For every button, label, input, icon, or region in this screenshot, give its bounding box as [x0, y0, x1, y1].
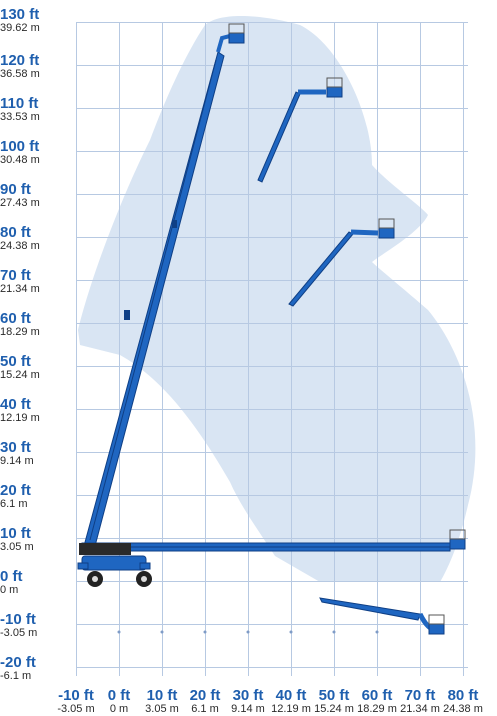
y-label-30ft: 30 ft 9.14 m	[0, 440, 72, 467]
y-label-m: 18.29 m	[0, 326, 40, 338]
x-label-ft: 40 ft	[275, 687, 307, 704]
y-label-ft: 130 ft	[0, 6, 40, 23]
y-label-m: 30.48 m	[0, 154, 40, 166]
y-label-110ft: 110 ft 33.53 m	[0, 96, 72, 123]
y-label-m: 39.62 m	[0, 22, 40, 34]
x-label-ft: 60 ft	[361, 687, 393, 704]
x-label-80ft: 80 ft 24.38 m	[438, 688, 488, 716]
y-label-ft: 120 ft	[0, 52, 40, 69]
x-label-m: 9.14 m	[231, 703, 265, 715]
x-label-ft: 10 ft	[146, 687, 178, 704]
y-label-40ft: 40 ft 12.19 m	[0, 397, 72, 424]
y-label-ft: 0 ft	[0, 568, 23, 585]
platform-basket-top	[228, 23, 245, 44]
y-label-ft: 40 ft	[0, 396, 31, 413]
platform-basket-outreach	[449, 529, 466, 550]
y-label-ft: 110 ft	[0, 95, 39, 112]
y-label-10ft: 10 ft 3.05 m	[0, 526, 72, 553]
y-label-ft: -20 ft	[0, 654, 36, 671]
y-label-130ft: 130 ft 39.62 m	[0, 7, 72, 34]
working-envelope-area	[78, 15, 476, 582]
y-label-70ft: 70 ft 21.34 m	[0, 268, 72, 295]
x-label-ft: 50 ft	[318, 687, 350, 704]
y-label-m: 21.34 m	[0, 283, 40, 295]
platform-basket-80ft	[378, 218, 395, 239]
y-label-100ft: 100 ft 30.48 m	[0, 139, 72, 166]
boom-max-outreach	[81, 542, 451, 552]
x-label-m: 24.38 m	[443, 703, 483, 715]
x-label-m: 21.34 m	[400, 703, 440, 715]
y-label-m: 9.14 m	[0, 455, 34, 467]
x-label-30ft: 30 ft 9.14 m	[223, 688, 273, 716]
y-label-ft: 30 ft	[0, 439, 31, 456]
y-label-ft: 70 ft	[0, 267, 31, 284]
x-label-m: 3.05 m	[145, 703, 179, 715]
x-label-ft: -10 ft	[58, 687, 94, 704]
y-label-ft: 80 ft	[0, 224, 31, 241]
y-label-m: 3.05 m	[0, 541, 34, 553]
machine-chassis	[77, 543, 151, 571]
x-label-m: 0 m	[109, 703, 129, 715]
y-label-ft: 20 ft	[0, 482, 31, 499]
y-label-ft: 90 ft	[0, 181, 31, 198]
ground-markers	[117, 630, 379, 634]
x-label-40ft: 40 ft 12.19 m	[266, 688, 316, 716]
y-label-minus20ft: -20 ft -6.1 m	[0, 655, 72, 682]
x-label-60ft: 60 ft 18.29 m	[352, 688, 402, 716]
y-label-ft: 100 ft	[0, 138, 40, 155]
x-label-70ft: 70 ft 21.34 m	[395, 688, 445, 716]
y-label-ft: 60 ft	[0, 310, 31, 327]
y-label-0ft: 0 ft 0 m	[0, 569, 72, 596]
x-label-m: -3.05 m	[57, 703, 95, 715]
y-label-m: -3.05 m	[0, 627, 38, 639]
y-label-120ft: 120 ft 36.58 m	[0, 53, 72, 80]
x-label-minus10ft: -10 ft -3.05 m	[51, 688, 101, 716]
x-label-m: 15.24 m	[314, 703, 354, 715]
x-label-m: 18.29 m	[357, 703, 397, 715]
y-label-60ft: 60 ft 18.29 m	[0, 311, 72, 338]
platform-basket-below-grade	[428, 614, 445, 635]
boom-position-110ft	[257, 89, 326, 183]
y-label-m: 6.1 m	[0, 498, 28, 510]
x-label-ft: 70 ft	[404, 687, 436, 704]
machine-wheels	[87, 571, 152, 587]
platform-basket-110ft	[326, 77, 343, 98]
y-label-m: 0 m	[0, 584, 19, 596]
x-label-50ft: 50 ft 15.24 m	[309, 688, 359, 716]
y-label-ft: 50 ft	[0, 353, 31, 370]
y-label-80ft: 80 ft 24.38 m	[0, 225, 72, 252]
x-label-m: 6.1 m	[191, 703, 219, 715]
x-label-0ft: 0 ft 0 m	[94, 688, 144, 716]
y-label-minus10ft: -10 ft -3.05 m	[0, 612, 72, 639]
y-label-m: 33.53 m	[0, 111, 40, 123]
x-label-ft: 80 ft	[447, 687, 479, 704]
y-label-m: 15.24 m	[0, 369, 40, 381]
x-label-ft: 30 ft	[232, 687, 264, 704]
y-label-ft: 10 ft	[0, 525, 31, 542]
y-label-m: -6.1 m	[0, 670, 32, 682]
boom-position-80ft	[288, 229, 379, 307]
y-label-m: 12.19 m	[0, 412, 40, 424]
y-label-m: 27.43 m	[0, 197, 40, 209]
y-label-50ft: 50 ft 15.24 m	[0, 354, 72, 381]
y-label-90ft: 90 ft 27.43 m	[0, 182, 72, 209]
y-label-m: 24.38 m	[0, 240, 40, 252]
x-label-m: 12.19 m	[271, 703, 311, 715]
y-label-ft: -10 ft	[0, 611, 36, 628]
x-label-10ft: 10 ft 3.05 m	[137, 688, 187, 716]
x-label-20ft: 20 ft 6.1 m	[180, 688, 230, 716]
y-label-m: 36.58 m	[0, 68, 40, 80]
x-label-ft: 20 ft	[189, 687, 221, 704]
y-label-20ft: 20 ft 6.1 m	[0, 483, 72, 510]
x-label-ft: 0 ft	[107, 687, 131, 704]
